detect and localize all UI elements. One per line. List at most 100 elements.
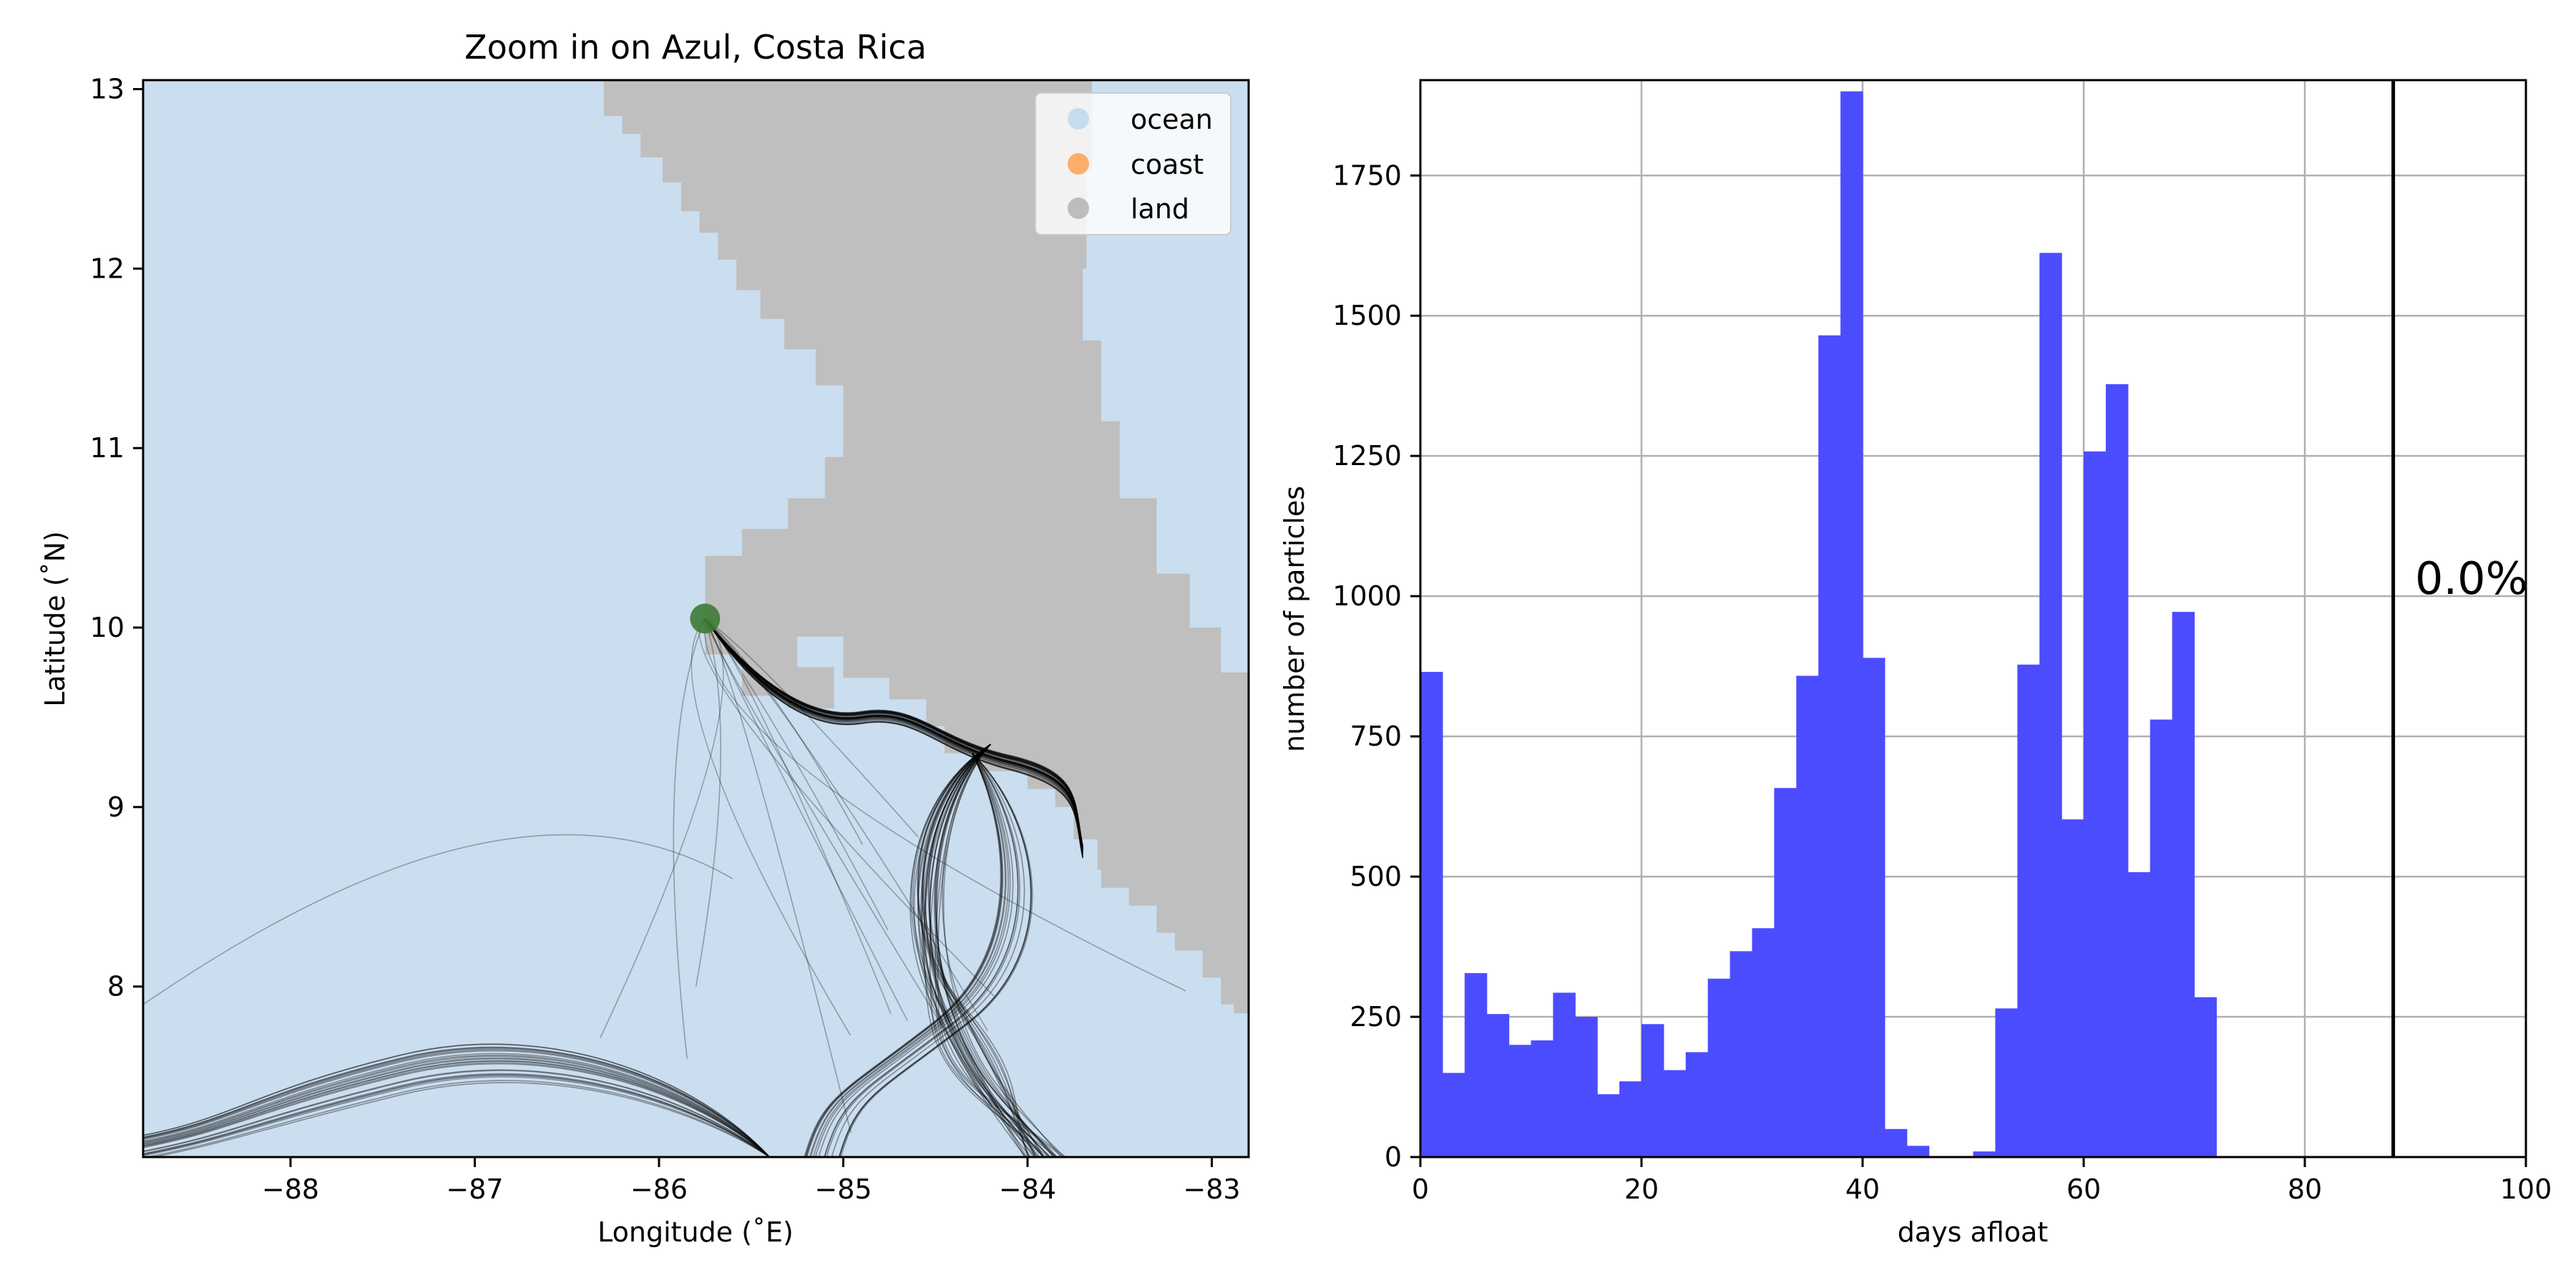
trajectory-line xyxy=(935,743,1055,1157)
trajectory-line xyxy=(924,743,1045,1157)
trajectory-line xyxy=(143,1073,770,1157)
trajectory-line xyxy=(704,618,1084,847)
histogram-bar xyxy=(1464,972,1488,1157)
trajectory-line xyxy=(937,743,1066,1157)
histogram-bar xyxy=(2105,384,2129,1157)
trajectory-line xyxy=(704,618,1084,858)
trajectory-line xyxy=(838,753,1032,1157)
histogram-bar xyxy=(1442,1073,1465,1157)
trajectory-line xyxy=(704,618,1084,854)
histogram-bars xyxy=(1420,91,2217,1157)
trajectory-line xyxy=(704,618,1084,859)
trajectory-line xyxy=(922,743,1037,1157)
histogram-frame xyxy=(1419,79,2527,1158)
histogram-bar xyxy=(1796,675,1819,1157)
histogram-bar xyxy=(2084,451,2107,1157)
trajectory-line xyxy=(143,1060,771,1157)
trajectory-line xyxy=(917,743,1030,1157)
trajectory-line xyxy=(704,618,1084,847)
trajectory-line xyxy=(814,753,1011,1157)
trajectory-line xyxy=(704,618,1084,852)
trajectory-line xyxy=(143,1046,771,1157)
trajectory-line xyxy=(704,618,1084,853)
histogram-x-tick-label: 20 xyxy=(1624,1174,1659,1205)
histogram-bar xyxy=(1553,992,1576,1157)
trajectory-line xyxy=(704,618,1084,847)
trajectory-line xyxy=(704,618,1084,854)
trajectory-line xyxy=(704,618,1084,849)
trajectory-line xyxy=(704,618,1084,858)
map-x-label: Longitude (˚E) xyxy=(597,1216,794,1248)
map-y-tick-label: 8 xyxy=(107,971,125,1002)
histogram-bar xyxy=(2039,253,2062,1157)
trajectory-line xyxy=(909,743,1026,1157)
trajectory-line xyxy=(929,743,1057,1157)
trajectory-line xyxy=(936,743,1058,1157)
histogram-bar xyxy=(1597,1094,1620,1157)
trajectory-line xyxy=(704,618,864,845)
map-x-tick-label: −83 xyxy=(1183,1174,1240,1205)
trajectory-line xyxy=(704,618,1084,847)
trajectory-line xyxy=(704,618,1084,852)
trajectory-line xyxy=(920,743,1039,1157)
trajectory-line xyxy=(935,743,1055,1157)
trajectory-line xyxy=(704,618,1084,856)
trajectory-line xyxy=(143,1075,770,1157)
trajectory-line xyxy=(704,618,1084,849)
trajectory-line xyxy=(704,618,889,931)
histogram-x-label: days afloat xyxy=(1898,1216,2048,1248)
trajectory-line xyxy=(143,1055,771,1157)
trajectory-line xyxy=(143,1043,771,1157)
trajectory-line xyxy=(704,618,992,1108)
trajectory-line xyxy=(806,753,1004,1157)
trajectory-line xyxy=(143,1062,771,1157)
map-y-ticks: 8 9 10 11 12 13 xyxy=(90,74,143,1002)
map-x-tick-label: −86 xyxy=(630,1174,688,1205)
trajectory-line xyxy=(838,753,1032,1157)
histogram-bar xyxy=(1863,658,1885,1157)
trajectory-line xyxy=(704,618,988,1031)
map-panel: Zoom in on Azul, Costa Rica −88 −87 −86 −85… xyxy=(39,28,1250,1248)
trajectory-line xyxy=(928,743,1045,1157)
release-point-marker xyxy=(690,603,721,634)
histogram-y-tick-label: 1250 xyxy=(1332,440,1402,472)
trajectory-line xyxy=(922,743,1035,1157)
map-legend: ocean coast land xyxy=(1035,92,1231,235)
map-x-tick-label: −85 xyxy=(814,1174,872,1205)
trajectory-line xyxy=(927,743,1044,1157)
histogram-y-tick-label: 1000 xyxy=(1332,580,1402,612)
trajectory-line xyxy=(704,618,1084,853)
trajectory-line xyxy=(704,618,908,1022)
trajectory-line xyxy=(839,753,1032,1157)
histogram-bar xyxy=(2017,664,2040,1157)
histogram-x-tick-label: 0 xyxy=(1412,1174,1429,1205)
histogram-y-tick-label: 750 xyxy=(1350,721,1402,752)
trajectory-line xyxy=(910,743,1025,1157)
histogram-x-ticks: 0 20 40 60 80 100 xyxy=(1412,1157,2552,1205)
histogram-bar xyxy=(2172,612,2195,1157)
trajectory-line xyxy=(810,753,1007,1157)
map-y-label: Latitude (˚N) xyxy=(39,531,71,707)
trajectory-line xyxy=(704,618,1084,852)
trajectory-line xyxy=(704,618,1084,849)
trajectory-line xyxy=(143,1060,771,1157)
trajectory-line xyxy=(917,743,1029,1157)
trajectory-line xyxy=(673,618,706,1059)
histogram-bar xyxy=(1774,788,1797,1157)
trajectory-line xyxy=(143,1074,770,1157)
trajectory-line xyxy=(831,753,1025,1157)
trajectory-line xyxy=(143,1076,770,1157)
histogram-y-tick-label: 250 xyxy=(1350,1001,1402,1033)
trajectory-line xyxy=(143,1069,770,1157)
trajectory-line xyxy=(704,618,1084,857)
histogram-bar xyxy=(1906,1146,1930,1157)
histogram-bar xyxy=(1420,671,1443,1157)
trajectory-line xyxy=(921,743,1040,1157)
trajectory-line xyxy=(704,618,1084,856)
trajectory-line xyxy=(704,618,892,1014)
histogram-y-tick-label: 0 xyxy=(1385,1141,1402,1173)
histogram-bar xyxy=(1884,1128,1908,1157)
map-x-tick-label: −84 xyxy=(999,1174,1056,1205)
trajectory-line xyxy=(704,618,1084,849)
